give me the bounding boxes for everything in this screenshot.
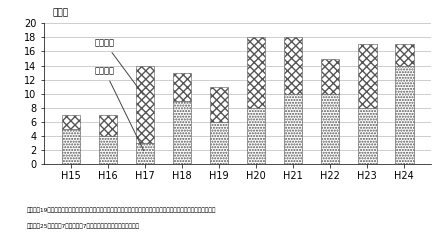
Bar xyxy=(247,37,265,108)
Bar xyxy=(62,115,80,129)
Bar xyxy=(99,136,117,164)
Bar xyxy=(284,37,302,94)
Bar xyxy=(395,44,414,66)
Text: 注　平成25年度は、7月末までに7件の重大な事故が発生している。: 注 平成25年度は、7月末までに7件の重大な事故が発生している。 xyxy=(26,223,139,229)
Bar xyxy=(321,94,340,164)
Bar xyxy=(136,66,154,143)
Bar xyxy=(247,108,265,164)
Bar xyxy=(99,115,117,136)
Bar xyxy=(210,87,228,122)
Text: （件）: （件） xyxy=(52,9,69,18)
Bar xyxy=(136,143,154,164)
Bar xyxy=(395,66,414,164)
Bar xyxy=(62,129,80,164)
Bar xyxy=(210,122,228,164)
Bar xyxy=(173,73,191,101)
Bar xyxy=(358,44,377,108)
Bar xyxy=(358,108,377,164)
Bar xyxy=(321,58,340,94)
Text: 注　平成19年度に制度改正が行われ、電気通信役務の提供を停止した場合に加え、品質が低下した場合も事故とした。: 注 平成19年度に制度改正が行われ、電気通信役務の提供を停止した場合に加え、品質… xyxy=(26,207,216,213)
Text: 下半期分: 下半期分 xyxy=(95,39,143,95)
Text: 上半期分: 上半期分 xyxy=(95,67,144,151)
Bar xyxy=(173,101,191,164)
Bar xyxy=(284,94,302,164)
